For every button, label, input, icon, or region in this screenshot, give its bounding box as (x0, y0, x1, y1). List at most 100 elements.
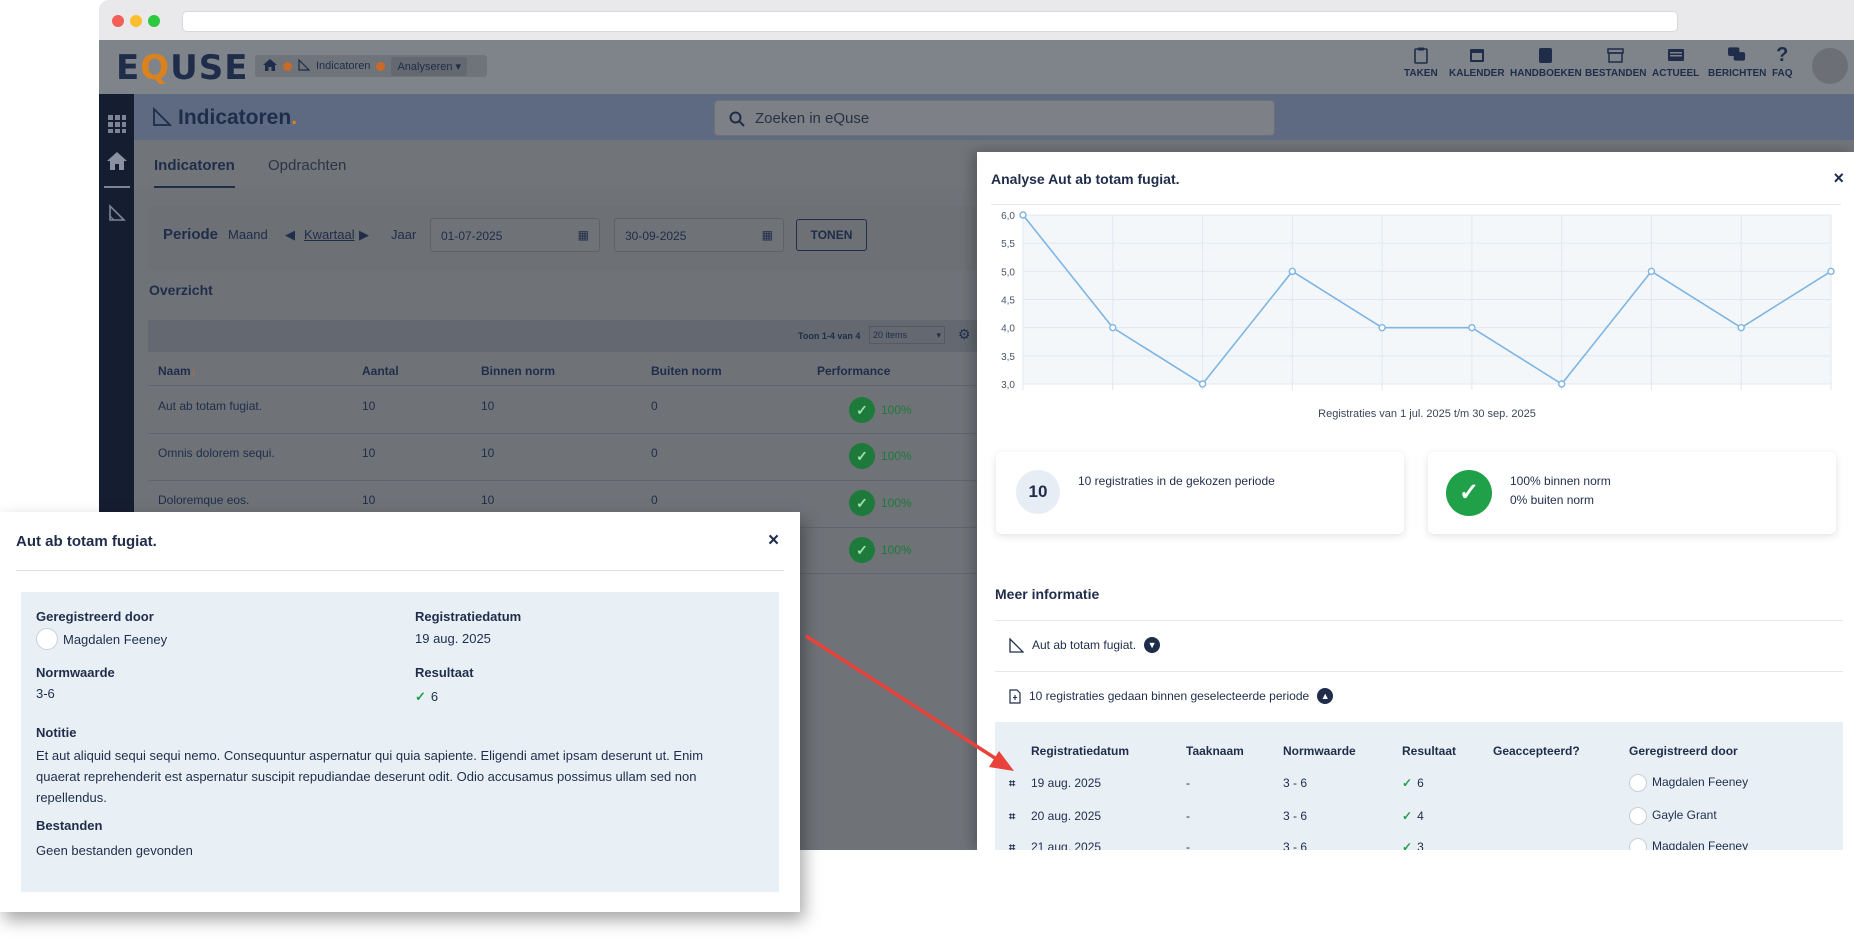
registraties-table-panel (995, 722, 1843, 850)
reg-door: Gayle Grant (1629, 807, 1717, 825)
tab-opdrachten[interactable]: Opdrachten (268, 157, 347, 174)
accordion-indicator-label: Aut ab totam fugiat. (1032, 638, 1137, 652)
row-aantal: 10 (362, 493, 376, 507)
periode-jaar[interactable]: Jaar (391, 227, 417, 242)
reg-door: Magdalen Feeney (1629, 838, 1748, 850)
row-divider (148, 385, 978, 386)
col-registratiedatum[interactable]: Registratiedatum (1031, 744, 1130, 758)
chart-series-line (1022, 214, 1832, 386)
col-geregistreerd-door[interactable]: Geregistreerd door (1629, 744, 1738, 758)
home-icon[interactable] (107, 152, 127, 172)
reg-taak: - (1186, 809, 1190, 823)
next-period-icon[interactable]: ▶ (359, 227, 369, 242)
close-window-dot[interactable] (112, 15, 124, 27)
col-naam[interactable]: Naam↓ (158, 364, 197, 378)
archive-icon (1607, 46, 1625, 64)
topnav-handboeken[interactable]: HANDBOEKEN (1510, 46, 1582, 79)
accordion-registraties[interactable]: 10 registraties gedaan binnen geselectee… (1009, 688, 1334, 704)
topnav-bestanden[interactable]: BESTANDEN (1585, 46, 1646, 79)
check-icon: ✓ (1446, 470, 1492, 516)
bestanden-value: Geen bestanden gevonden (36, 843, 193, 858)
question-icon: ? (1776, 43, 1789, 66)
col-taaknaam[interactable]: Taaknaam (1186, 744, 1244, 758)
date-from-input[interactable]: 01-07-2025 ▦ (430, 218, 600, 252)
normwaarde-value: 3-6 (36, 686, 55, 701)
col-resultaat[interactable]: Resultaat (1402, 744, 1457, 758)
chevron-up-icon: ▲ (1317, 688, 1334, 704)
topnav-berichten[interactable]: BERICHTEN (1708, 46, 1766, 79)
close-icon[interactable]: × (768, 530, 780, 551)
col-aantal[interactable]: Aantal (362, 364, 399, 378)
row-naam[interactable]: Aut ab totam fugiat. (158, 399, 263, 413)
analyse-divider (991, 204, 1841, 205)
tab-indicatoren[interactable]: Indicatoren (154, 157, 235, 188)
chart-point (1378, 323, 1386, 332)
divider (995, 671, 1843, 672)
col-buiten-norm[interactable]: Buiten norm (651, 364, 722, 378)
periode-kwartaal[interactable]: Kwartaal (304, 227, 355, 242)
indicator-icon[interactable] (107, 204, 127, 224)
chart-point (1468, 323, 1476, 332)
row-aantal: 10 (362, 399, 376, 413)
chart-point (1827, 267, 1835, 276)
tonen-button[interactable]: TONEN (796, 219, 867, 251)
row-binnen: 10 (481, 399, 495, 413)
topnav-faq[interactable]: ? FAQ (1772, 43, 1793, 80)
settings-gear-icon[interactable]: ⚙ (958, 326, 971, 342)
reg-norm: 3 - 6 (1283, 776, 1308, 790)
row-naam[interactable]: Omnis dolorem sequi. (158, 446, 275, 460)
col-geaccepteerd[interactable]: Geaccepteerd? (1493, 744, 1580, 758)
check-icon: ✓ (849, 490, 875, 516)
chart-point (1109, 323, 1117, 332)
reg-taak: - (1186, 840, 1190, 850)
binoculars-icon[interactable]: ⌗ (1009, 811, 1016, 823)
normwaarde-label: Normwaarde (36, 665, 115, 680)
search-placeholder: Zoeken in eQuse (755, 109, 870, 127)
col-binnen-norm[interactable]: Binnen norm (481, 364, 555, 378)
topnav-taken[interactable]: TAKEN (1404, 46, 1438, 79)
check-icon: ✓ (1402, 809, 1413, 823)
apps-grid-icon[interactable] (107, 114, 127, 134)
close-icon[interactable]: × (1833, 168, 1844, 188)
chart-y-tick-label: 4,5 (1001, 296, 1015, 307)
analyse-title: Analyse Aut ab totam fugiat. (991, 171, 1180, 187)
periode-maand[interactable]: Maand (228, 227, 268, 242)
geregistreerd-door-label: Geregistreerd door (36, 609, 154, 624)
indicator-icon (153, 106, 173, 126)
row-binnen: 10 (481, 493, 495, 507)
breadcrumb-indicatoren[interactable]: Indicatoren (316, 60, 371, 72)
maximize-window-dot[interactable] (148, 15, 160, 27)
col-normwaarde[interactable]: Normwaarde (1283, 744, 1356, 758)
reg-norm: 3 - 6 (1283, 809, 1308, 823)
notitie-value: Et aut aliquid sequi sequi nemo. Consequ… (36, 748, 704, 805)
binoculars-icon[interactable]: ⌗ (1009, 778, 1016, 790)
chart-point (1737, 323, 1745, 332)
row-buiten: 0 (651, 446, 658, 460)
kpi-count-text: 10 registraties in de gekozen periode (1078, 474, 1275, 488)
search-input[interactable]: Zoeken in eQuse (714, 100, 1275, 136)
breadcrumb-analyseren[interactable]: Analyseren ▾ (391, 56, 468, 76)
logo[interactable]: EQUSE (116, 48, 249, 88)
row-aantal: 10 (362, 446, 376, 460)
avatar (36, 628, 58, 650)
date-to-input[interactable]: 30-09-2025 ▦ (614, 218, 784, 252)
url-bar[interactable] (182, 11, 1678, 32)
home-icon[interactable] (263, 58, 277, 74)
registratiedatum-value: 19 aug. 2025 (415, 631, 491, 646)
prev-period-icon[interactable]: ◀ (285, 227, 295, 242)
row-buiten: 0 (651, 493, 658, 507)
accordion-indicator[interactable]: Aut ab totam fugiat. ▼ (1009, 637, 1161, 653)
per-page-select[interactable]: 20 items ▾ (869, 326, 945, 344)
user-avatar[interactable] (1812, 48, 1848, 84)
binoculars-icon[interactable]: ⌗ (1009, 842, 1016, 850)
analyse-modal: Analyse Aut ab totam fugiat. × 6,0 5,5 5,0… (977, 152, 1854, 850)
topnav-actueel[interactable]: ACTUEEL (1652, 46, 1699, 79)
row-performance: ✓ 100% (849, 443, 912, 469)
col-performance[interactable]: Performance (817, 364, 891, 378)
row-buiten: 0 (651, 399, 658, 413)
notitie-label: Notitie (36, 725, 77, 740)
line-chart: 6,0 5,5 5,0 4,5 4,0 3,5 3,0 Registraties van 1 … (1001, 211, 1835, 420)
topnav-kalender[interactable]: KALENDER (1449, 46, 1505, 79)
minimize-window-dot[interactable] (130, 15, 142, 27)
row-naam[interactable]: Doloremque eos. (158, 493, 250, 507)
